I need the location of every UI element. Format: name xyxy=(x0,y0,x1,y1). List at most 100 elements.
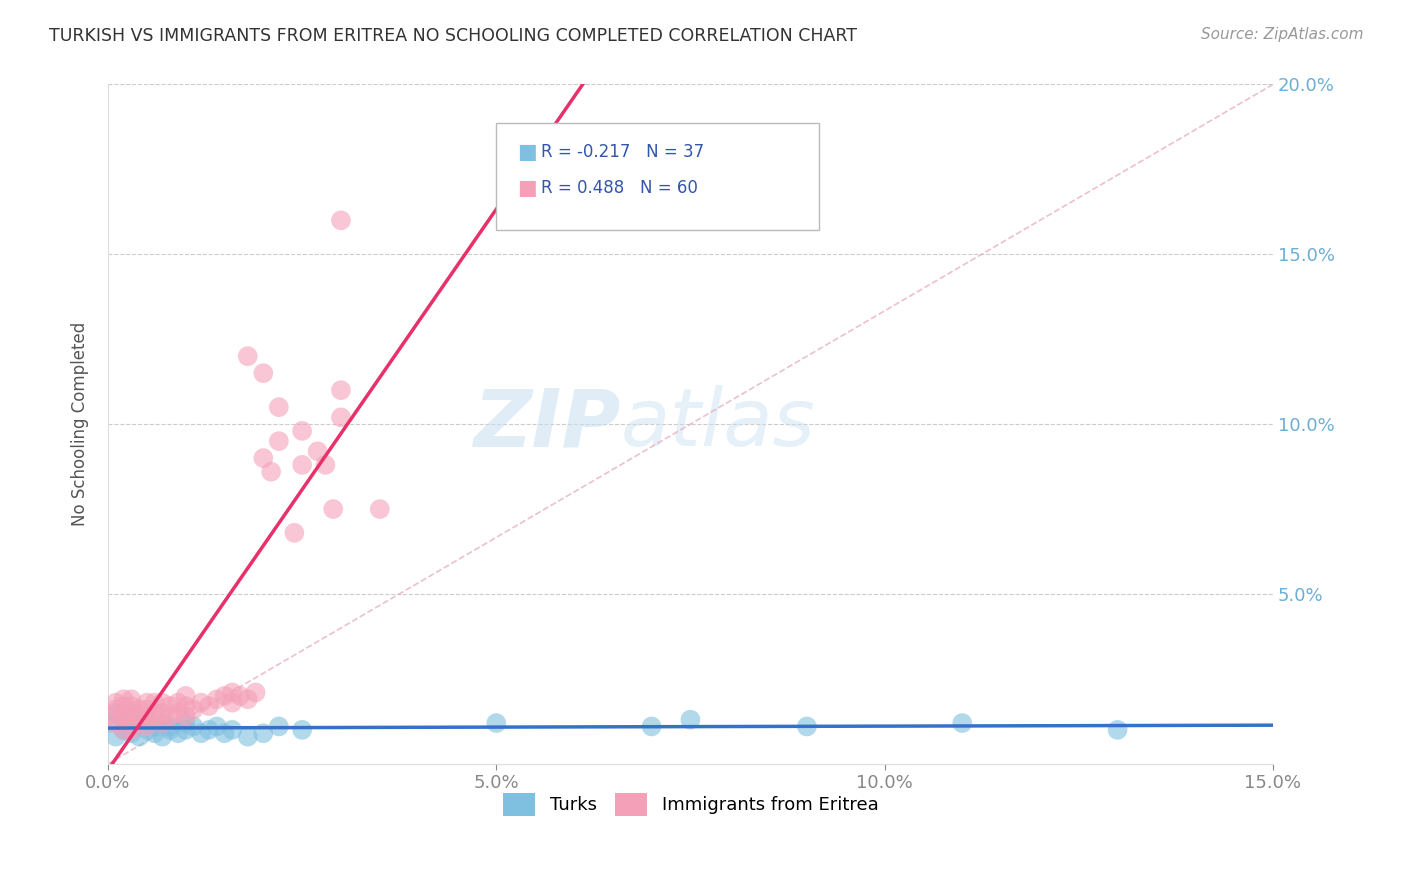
Point xyxy=(368,502,391,516)
Point xyxy=(322,502,344,516)
Point xyxy=(174,723,197,737)
Point xyxy=(291,723,314,737)
Text: R = 0.488   N = 60: R = 0.488 N = 60 xyxy=(540,179,697,197)
Point xyxy=(128,702,150,716)
Text: atlas: atlas xyxy=(620,385,815,463)
Point xyxy=(143,706,166,720)
Point xyxy=(143,696,166,710)
Point xyxy=(128,730,150,744)
Point xyxy=(120,692,142,706)
Point xyxy=(97,716,120,731)
Point xyxy=(143,726,166,740)
Point xyxy=(229,689,252,703)
Point xyxy=(174,699,197,714)
Point xyxy=(120,709,142,723)
Point xyxy=(167,696,190,710)
Point xyxy=(104,696,127,710)
Point xyxy=(252,726,274,740)
Point xyxy=(159,723,181,737)
Point xyxy=(112,699,135,714)
Point xyxy=(104,706,127,720)
Point xyxy=(174,689,197,703)
Text: ■: ■ xyxy=(517,178,537,198)
Point xyxy=(104,702,127,716)
Point xyxy=(167,726,190,740)
Point xyxy=(120,706,142,720)
Point xyxy=(314,458,336,472)
Point xyxy=(112,723,135,737)
Point xyxy=(159,719,181,733)
Point xyxy=(120,723,142,737)
Point xyxy=(112,692,135,706)
Text: Source: ZipAtlas.com: Source: ZipAtlas.com xyxy=(1201,27,1364,42)
Point xyxy=(128,716,150,731)
Text: R = -0.217   N = 37: R = -0.217 N = 37 xyxy=(540,143,704,161)
Point xyxy=(245,685,267,699)
Point xyxy=(283,525,305,540)
Point xyxy=(135,702,157,716)
Point xyxy=(190,726,212,740)
Point xyxy=(214,726,236,740)
Point xyxy=(330,213,353,227)
Point xyxy=(950,716,973,731)
Point xyxy=(159,699,181,714)
Point xyxy=(104,716,127,731)
Point xyxy=(135,713,157,727)
Point xyxy=(221,723,243,737)
Legend: Turks, Immigrants from Eritrea: Turks, Immigrants from Eritrea xyxy=(495,786,886,822)
Point xyxy=(128,709,150,723)
Point xyxy=(150,730,173,744)
Point xyxy=(236,349,259,363)
Point xyxy=(120,716,142,731)
Point xyxy=(1107,723,1129,737)
Point xyxy=(120,699,142,714)
Point xyxy=(252,366,274,380)
Point xyxy=(150,696,173,710)
Point xyxy=(104,730,127,744)
Point xyxy=(174,716,197,731)
Point xyxy=(150,706,173,720)
Point xyxy=(159,709,181,723)
Point xyxy=(112,723,135,737)
Point xyxy=(190,696,212,710)
Point xyxy=(128,716,150,731)
Point xyxy=(143,713,166,727)
Point xyxy=(143,719,166,733)
Point xyxy=(120,726,142,740)
Point xyxy=(183,702,205,716)
Point xyxy=(205,692,228,706)
Point xyxy=(135,713,157,727)
Point xyxy=(260,465,283,479)
Point xyxy=(183,719,205,733)
Point xyxy=(135,723,157,737)
Point xyxy=(97,709,120,723)
Point xyxy=(485,716,508,731)
Point xyxy=(640,719,662,733)
Y-axis label: No Schooling Completed: No Schooling Completed xyxy=(72,322,89,526)
Point xyxy=(307,444,329,458)
Point xyxy=(135,719,157,733)
Point xyxy=(112,706,135,720)
Point xyxy=(205,719,228,733)
Point xyxy=(267,434,290,449)
Point xyxy=(167,706,190,720)
Point xyxy=(267,719,290,733)
Point xyxy=(221,696,243,710)
Point xyxy=(198,699,221,714)
Point xyxy=(330,383,353,397)
Point xyxy=(796,719,818,733)
Point xyxy=(112,713,135,727)
Point xyxy=(174,709,197,723)
Point xyxy=(214,689,236,703)
Point xyxy=(198,723,221,737)
Point xyxy=(236,692,259,706)
Text: ■: ■ xyxy=(517,142,537,161)
Point xyxy=(120,719,142,733)
Point xyxy=(291,424,314,438)
Point xyxy=(112,713,135,727)
Point xyxy=(267,400,290,414)
Point xyxy=(150,716,173,731)
Text: ZIP: ZIP xyxy=(474,385,620,463)
Text: TURKISH VS IMMIGRANTS FROM ERITREA NO SCHOOLING COMPLETED CORRELATION CHART: TURKISH VS IMMIGRANTS FROM ERITREA NO SC… xyxy=(49,27,858,45)
Point xyxy=(150,716,173,731)
